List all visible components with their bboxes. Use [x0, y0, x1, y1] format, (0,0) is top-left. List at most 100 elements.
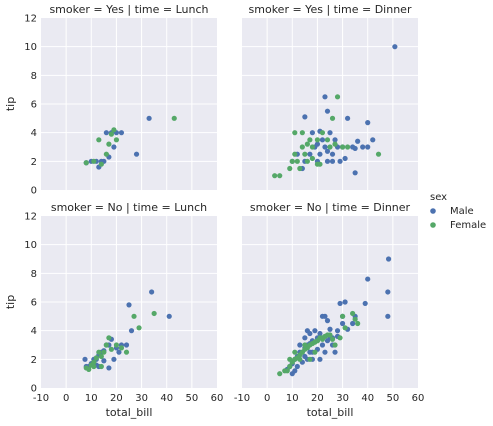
x-axis-label: total_bill — [307, 406, 354, 419]
x-tick-label: 10 — [85, 393, 98, 404]
data-point — [324, 318, 331, 324]
data-point — [118, 130, 125, 136]
x-tick-label: 40 — [361, 393, 374, 404]
y-axis-label: tip — [4, 97, 17, 111]
data-point — [106, 335, 112, 341]
data-point — [123, 349, 130, 355]
x-axis-label: total_bill — [106, 406, 153, 419]
data-point — [91, 363, 97, 370]
data-point — [329, 115, 336, 121]
legend-marker — [430, 208, 436, 214]
y-tick-label: 2 — [31, 355, 37, 366]
data-point — [103, 151, 109, 157]
data-point — [289, 371, 295, 377]
series-female — [83, 115, 177, 167]
x-tick-label: 60 — [211, 393, 224, 404]
data-point — [342, 325, 348, 331]
data-point — [332, 141, 338, 147]
data-point — [133, 151, 140, 157]
data-point — [309, 155, 315, 162]
data-point — [128, 328, 135, 334]
panels: smoker = Yes | time = Lunch024681012tips… — [4, 3, 424, 419]
data-point — [292, 349, 298, 355]
data-point — [292, 151, 298, 157]
data-point — [304, 141, 310, 147]
data-point — [355, 320, 361, 327]
y-tick-label: 6 — [31, 298, 37, 309]
data-point — [98, 353, 104, 360]
data-point — [103, 342, 109, 348]
data-point — [327, 130, 333, 136]
x-tick-label: 10 — [286, 393, 299, 404]
data-point — [123, 342, 130, 348]
data-point — [284, 368, 290, 374]
data-point — [171, 115, 177, 121]
data-point — [339, 313, 346, 319]
x-tick-label: -10 — [234, 393, 250, 404]
y-tick-label: 0 — [31, 186, 37, 197]
data-point — [166, 313, 172, 319]
legend-marker — [430, 222, 436, 228]
data-point — [106, 365, 112, 371]
data-point — [370, 137, 376, 143]
data-point — [319, 342, 326, 348]
x-tick-label: 20 — [110, 393, 123, 404]
panel-3: smoker = No | time = Lunch 0 2 4 6 8 10 12 tip -1… — [4, 201, 223, 419]
data-point — [337, 300, 343, 307]
data-point — [302, 342, 308, 348]
data-point — [307, 151, 313, 157]
y-tick-label: 8 — [31, 71, 37, 82]
data-point — [91, 359, 97, 365]
data-point — [324, 108, 331, 114]
data-point — [307, 330, 313, 337]
y-tick-label: 0 — [31, 384, 37, 395]
data-point — [103, 130, 109, 136]
data-point — [334, 94, 341, 100]
data-point — [324, 158, 331, 164]
data-point — [365, 120, 371, 126]
panel-title: smoker = No | time = Dinner — [250, 201, 411, 214]
data-point — [332, 342, 338, 348]
data-point — [324, 148, 331, 154]
data-point — [111, 144, 117, 150]
data-point — [309, 144, 315, 150]
data-point — [277, 173, 283, 179]
data-point — [108, 131, 114, 137]
data-point — [365, 276, 371, 282]
data-point — [116, 349, 122, 355]
data-point — [352, 170, 358, 176]
legend-title: sex — [430, 192, 447, 203]
data-point — [146, 115, 152, 121]
data-point — [287, 165, 293, 172]
data-point — [297, 342, 303, 348]
data-point — [272, 173, 278, 179]
y-tick-label: 12 — [24, 14, 37, 25]
data-point — [98, 161, 104, 167]
data-point — [93, 355, 99, 361]
data-point — [327, 144, 333, 150]
x-tick-label: 50 — [185, 393, 198, 404]
data-point — [350, 310, 356, 317]
data-point — [327, 332, 333, 338]
data-point — [289, 158, 295, 164]
data-point — [299, 144, 305, 150]
data-point — [126, 302, 132, 308]
data-point — [337, 158, 343, 164]
data-point — [287, 356, 293, 362]
y-tick-label: 12 — [24, 212, 37, 223]
data-point — [332, 349, 338, 355]
panel-1: smoker = Yes | time = Lunch 0 2 4 6 8 10 12 tip — [4, 3, 217, 197]
y-tick-label: 8 — [31, 269, 37, 280]
data-point — [91, 158, 97, 164]
data-point — [312, 349, 318, 355]
data-point — [322, 94, 328, 100]
data-point — [360, 144, 366, 150]
panel-title: smoker = Yes | time = Dinner — [249, 3, 412, 16]
data-point — [307, 356, 313, 362]
series-female — [83, 310, 157, 372]
data-point — [113, 342, 120, 348]
data-point — [312, 328, 318, 334]
x-tick-label: 60 — [412, 393, 425, 404]
